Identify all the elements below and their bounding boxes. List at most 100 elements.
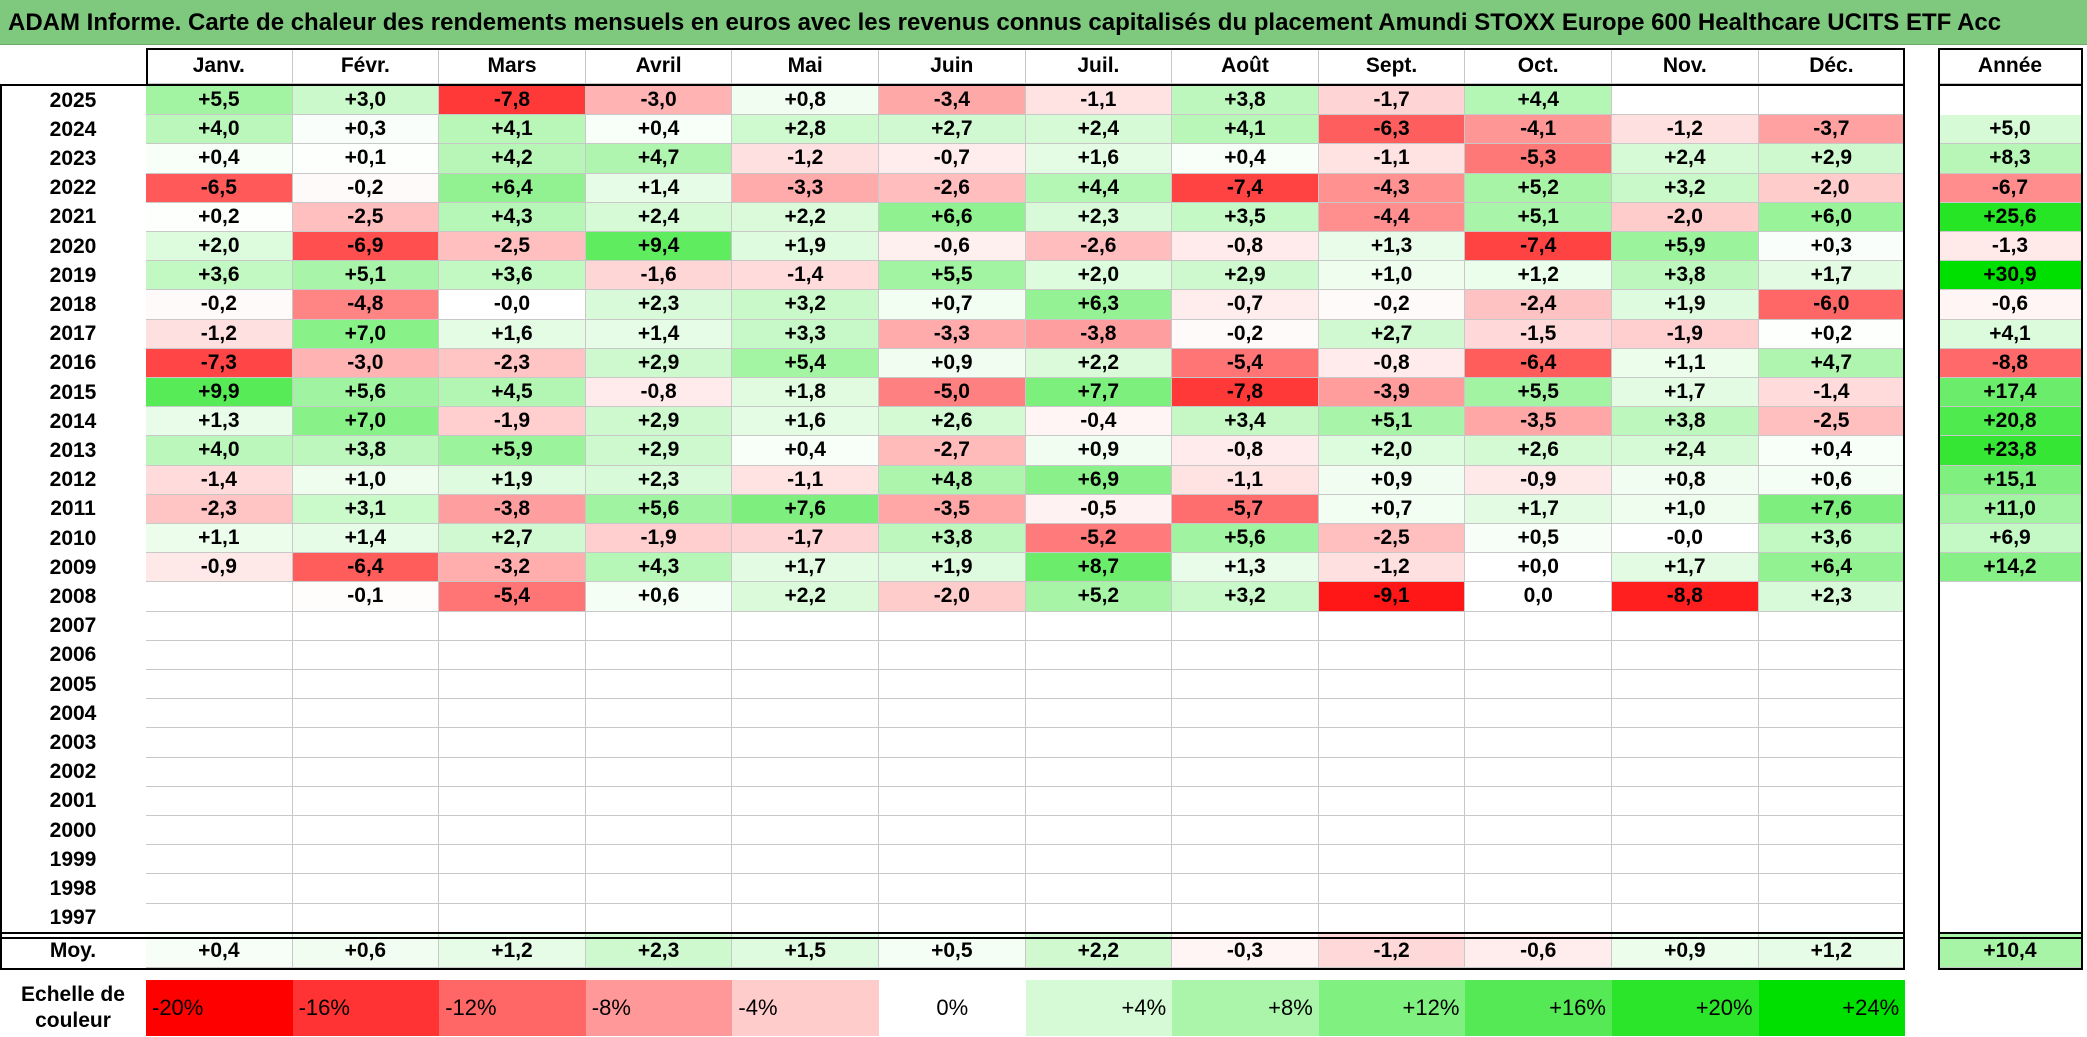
annual-cell: +5,0 [1938, 115, 2083, 145]
heatmap-cell: -1,4 [146, 465, 293, 495]
average-cell: +1,5 [732, 934, 879, 968]
heatmap-cell: +4,4 [1465, 86, 1612, 116]
heatmap-cell [292, 699, 440, 729]
heatmap-cell: +2,9 [585, 436, 733, 466]
heatmap-cell: +6,9 [1025, 465, 1173, 495]
heatmap-cell: +0,4 [146, 144, 293, 174]
heatmap-cell [292, 786, 440, 816]
heatmap-cell: -2,0 [1612, 202, 1759, 232]
heatmap-cell: +0,6 [1758, 465, 1906, 495]
heatmap-cell: -0,8 [1318, 348, 1466, 378]
heatmap-cell [1172, 816, 1319, 846]
heatmap-cell: +0,4 [1172, 144, 1319, 174]
heatmap-cell [585, 816, 733, 846]
heatmap-cell [439, 611, 586, 641]
heatmap-cell: +1,8 [732, 378, 879, 408]
scale-swatch: -16% [292, 980, 440, 1036]
heatmap-cell: -1,4 [1758, 378, 1906, 408]
annual-cell: +14,2 [1938, 553, 2083, 583]
heatmap-cell: +2,9 [1172, 261, 1319, 291]
heatmap-cell: +3,3 [732, 319, 879, 349]
heatmap-cell: +1,4 [292, 524, 440, 554]
heatmap-cell: +1,1 [146, 524, 293, 554]
heatmap-cell [146, 874, 293, 904]
heatmap-cell: +0,1 [292, 144, 440, 174]
heatmap-cell: -5,3 [1465, 144, 1612, 174]
heatmap-cell [732, 786, 879, 816]
heatmap-cell [879, 670, 1026, 700]
heatmap-cell: +4,2 [439, 144, 586, 174]
heatmap-cell [292, 874, 440, 904]
heatmap-cell: +4,0 [146, 436, 293, 466]
month-header: Nov. [1612, 48, 1759, 84]
heatmap-cell [732, 874, 879, 904]
heatmap-cell: +4,5 [439, 378, 586, 408]
heatmap-cell: +3,8 [1172, 86, 1319, 116]
heatmap-cell [1318, 611, 1466, 641]
year-label: 1997 [49, 906, 97, 930]
annual-cell [1938, 611, 2083, 641]
month-header: Août [1172, 48, 1319, 84]
heatmap-cell: -3,4 [879, 86, 1026, 116]
heatmap-cell: +2,0 [1025, 261, 1173, 291]
heatmap-cell [1612, 86, 1759, 116]
annual-cell [1938, 816, 2083, 846]
year-label: 2017 [49, 322, 97, 346]
heatmap-cell: -6,4 [292, 553, 440, 583]
heatmap-cell [1465, 728, 1612, 758]
heatmap-cell [1758, 699, 1906, 729]
year-label: 2001 [49, 789, 97, 813]
heatmap-cell [1465, 611, 1612, 641]
heatmap-cell: -2,0 [879, 582, 1026, 612]
heatmap-cell: +1,7 [1612, 553, 1759, 583]
annual-cell: +15,1 [1938, 465, 2083, 495]
heatmap-cell [146, 699, 293, 729]
year-label: 2004 [49, 701, 97, 725]
heatmap-cell [1465, 874, 1612, 904]
heatmap-cell [1758, 728, 1906, 758]
scale-swatch: +8% [1172, 980, 1319, 1036]
heatmap-cell: -3,8 [439, 494, 586, 524]
average-cell: +2,3 [585, 934, 733, 968]
average-cell: -0,3 [1172, 934, 1319, 968]
heatmap-cell: +5,6 [1172, 524, 1319, 554]
heatmap-cell: -3,9 [1318, 378, 1466, 408]
heatmap-cell: -5,0 [879, 378, 1026, 408]
month-header: Mai [732, 48, 879, 84]
heatmap-cell [1025, 786, 1173, 816]
heatmap-cell: -1,9 [439, 407, 586, 437]
heatmap-cell: +4,7 [585, 144, 733, 174]
heatmap-cell: +6,3 [1025, 290, 1173, 320]
heatmap-cell [1465, 640, 1612, 670]
heatmap-cell [146, 640, 293, 670]
annual-cell: +30,9 [1938, 261, 2083, 291]
heatmap-cell: -7,4 [1465, 232, 1612, 262]
annual-cell: +8,3 [1938, 144, 2083, 174]
heatmap-cell: +2,4 [1612, 144, 1759, 174]
heatmap-cell: +3,1 [292, 494, 440, 524]
heatmap-cell [585, 640, 733, 670]
heatmap-cell: +1,4 [585, 319, 733, 349]
heatmap-cell [1758, 757, 1906, 787]
heatmap-cell: +9,4 [585, 232, 733, 262]
heatmap-cell: -7,3 [146, 348, 293, 378]
heatmap-cell: +0,4 [1758, 436, 1906, 466]
heatmap-cell: -5,7 [1172, 494, 1319, 524]
heatmap-cell: +8,7 [1025, 553, 1173, 583]
average-cell: +0,4 [146, 934, 293, 968]
heatmap-cell: -2,4 [1465, 290, 1612, 320]
heatmap-cell: -1,1 [1172, 465, 1319, 495]
annual-cell [1938, 874, 2083, 904]
average-cell: +1,2 [439, 934, 586, 968]
heatmap-cell: +3,8 [1612, 261, 1759, 291]
heatmap-cell [1612, 816, 1759, 846]
heatmap-cell: +0,9 [1318, 465, 1466, 495]
heatmap-cell: -1,4 [732, 261, 879, 291]
heatmap-cell: -1,9 [1612, 319, 1759, 349]
heatmap-cell [1172, 611, 1319, 641]
heatmap-cell: -8,8 [1612, 582, 1759, 612]
heatmap-cell: +1,9 [1612, 290, 1759, 320]
heatmap-cell [879, 699, 1026, 729]
heatmap-cell: +2,3 [1758, 582, 1906, 612]
heatmap-cell: -2,5 [439, 232, 586, 262]
